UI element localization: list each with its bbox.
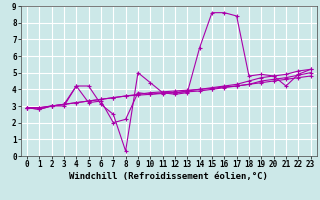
X-axis label: Windchill (Refroidissement éolien,°C): Windchill (Refroidissement éolien,°C) [69,172,268,181]
